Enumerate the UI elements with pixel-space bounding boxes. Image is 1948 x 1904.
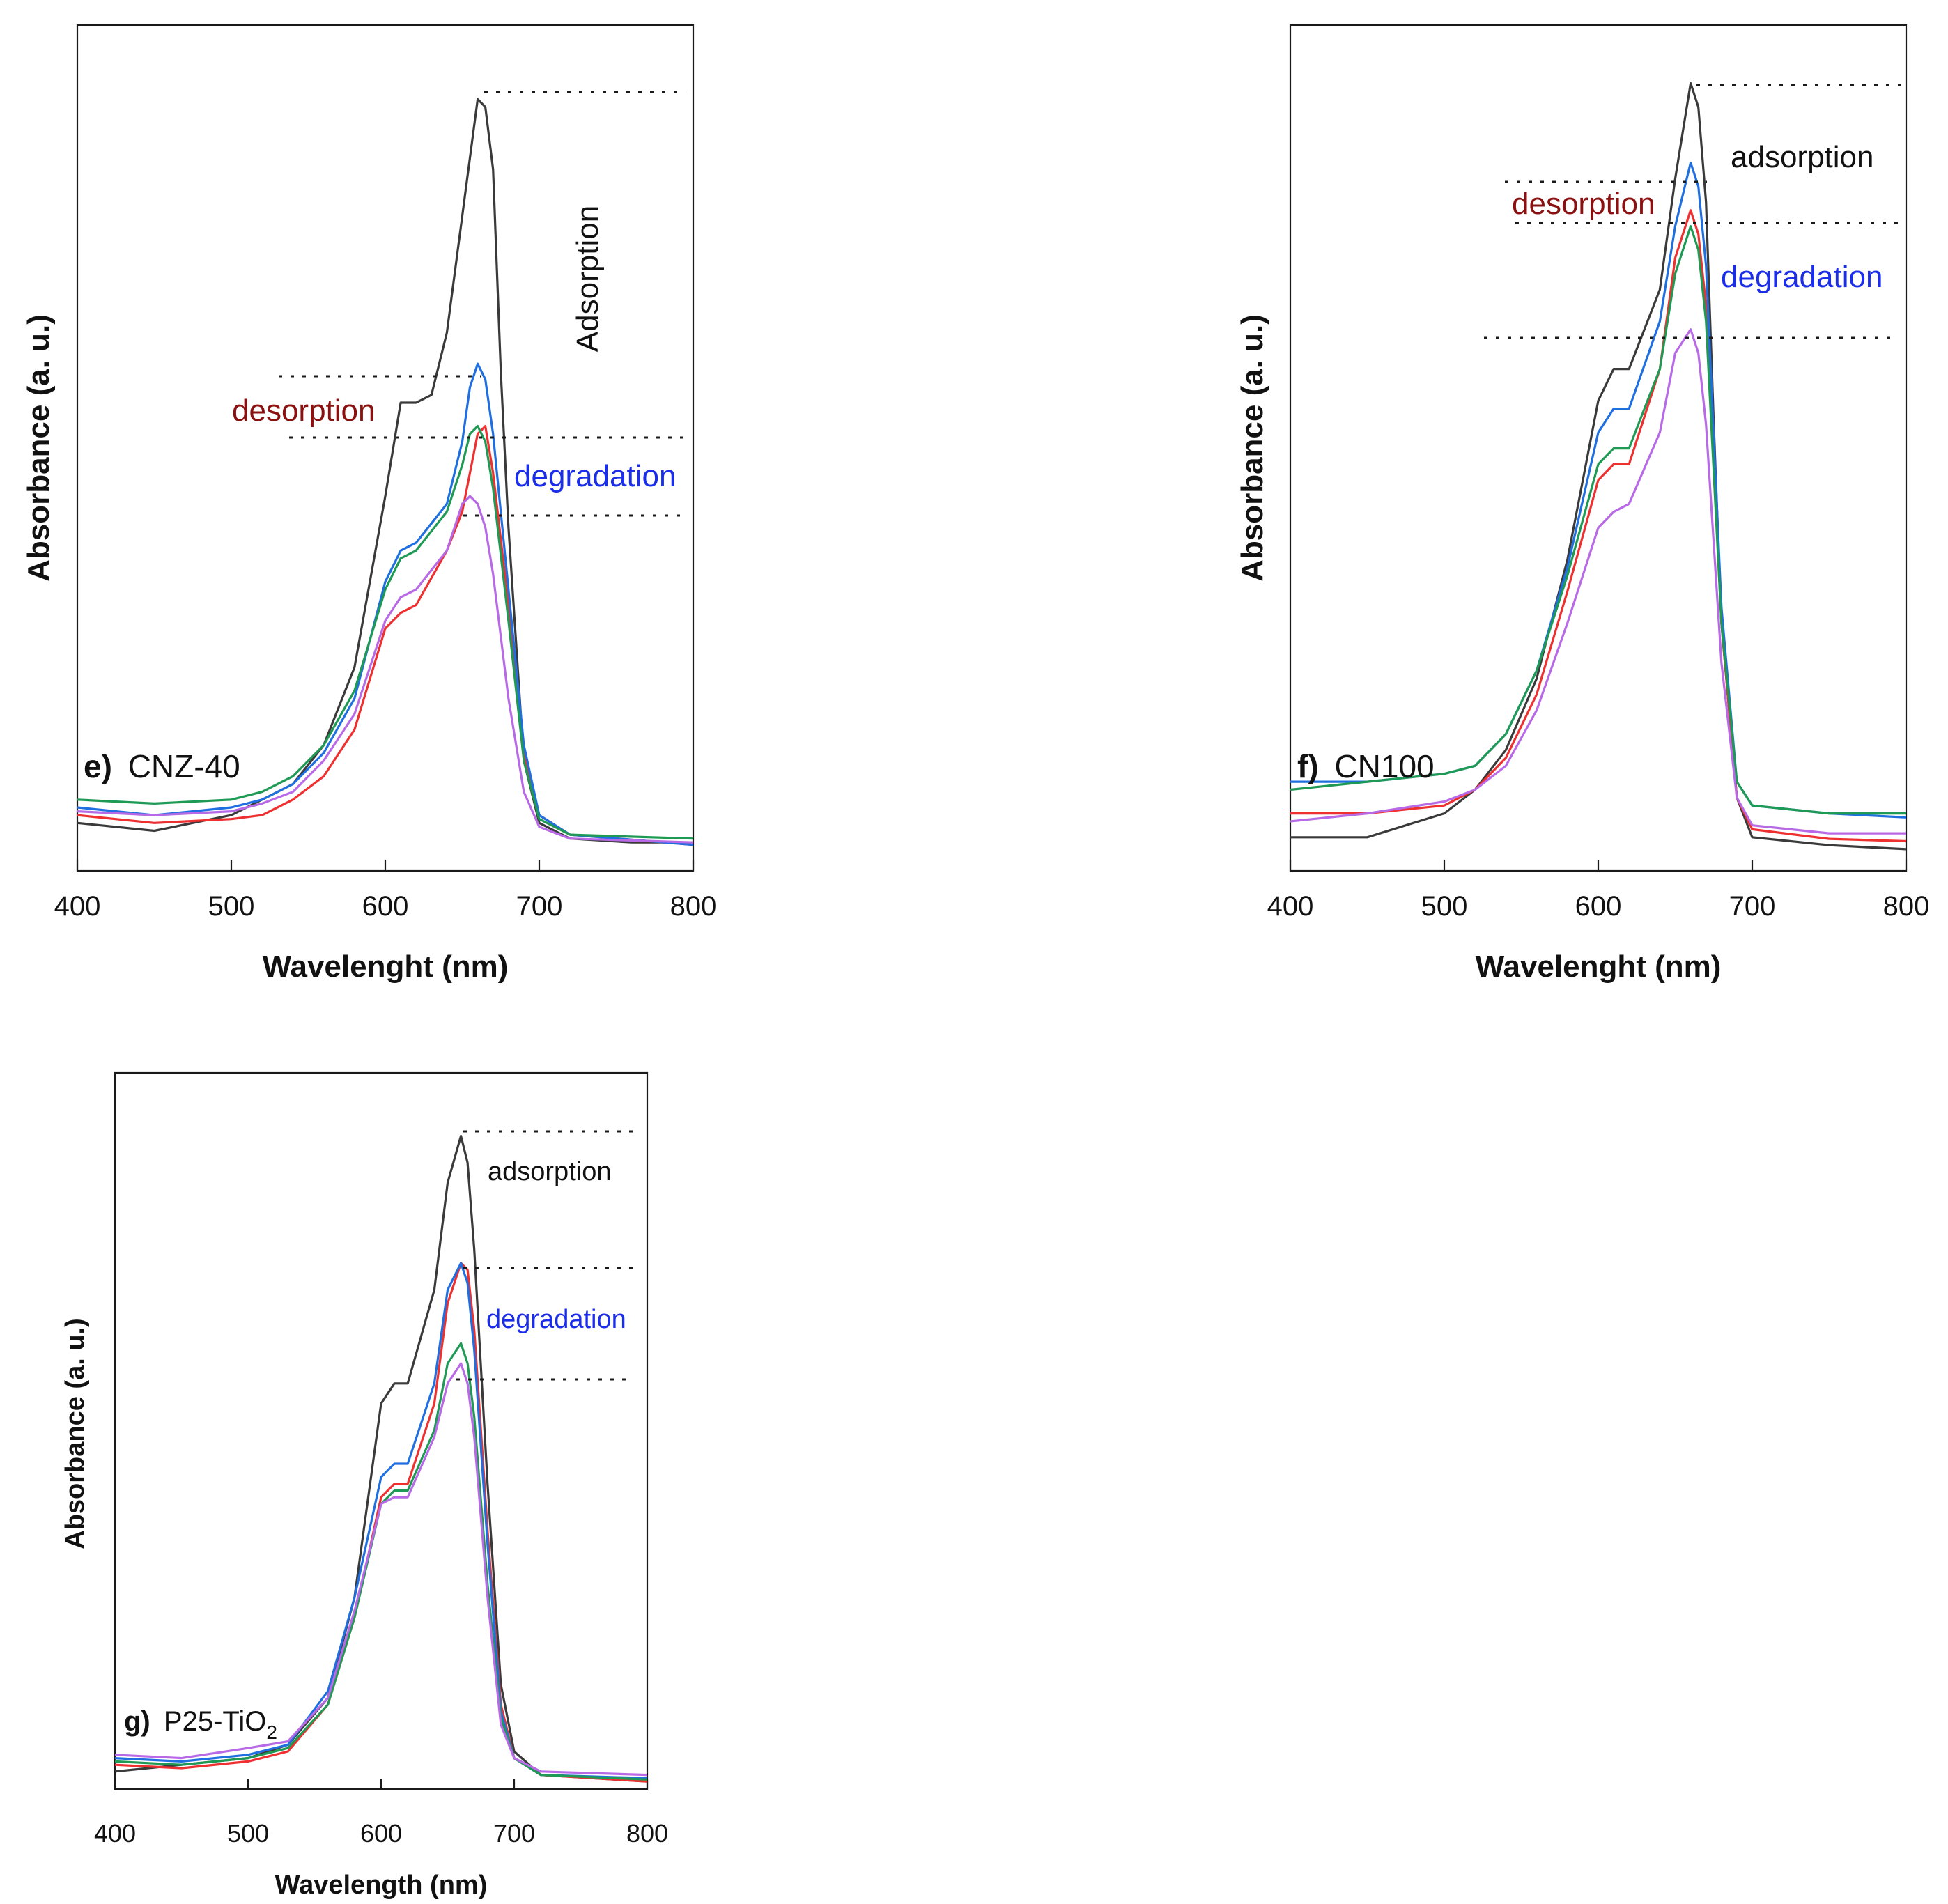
panel-f-x-tick-label-500: 500 [1421,891,1468,922]
panel-f-adsorption-label: adsorption [1731,140,1873,174]
panel-f-series-red [1290,209,1907,843]
panel-e-x-tick-labels: 400 500 600 700 800 [54,891,717,922]
panel-e-plot-frame [76,24,695,872]
panel-e-series-violet [77,495,694,844]
panel-f-desorption-label: desorption [1512,187,1655,221]
panel-f-y-axis-label: Absorbance (a. u.) [1235,314,1269,582]
panel-g-sample-label: g) P25-TiO2 [124,1706,277,1743]
panel-g-name: P25-TiO [164,1706,266,1737]
panel-e-x-tick-label-600: 600 [362,891,409,922]
panel-g-y-axis-label: Absorbance (a. u.) [61,1318,90,1549]
panel-e-series-green [77,424,694,840]
panel-e-degradation-label: degradation [514,459,676,493]
panel-e-desorption-label: desorption [232,394,375,428]
panel-f-x-tick-labels: 400 500 600 700 800 [1267,891,1930,922]
panel-f-x-axis-label: Wavelenght (nm) [1476,950,1722,984]
panel-g-series [114,1134,648,1783]
panel-g-p25tio2-chart: 400 500 600 700 800 adsorption degradation g… [61,1071,668,1900]
panel-e-x-axis-label: Wavelenght (nm) [263,950,509,984]
panel-f-cn100-chart: 400 500 600 700 800 adsorption desorption de… [1235,24,1930,984]
panel-g-letter: g) [124,1706,150,1737]
panel-f-x-tick-label-400: 400 [1267,891,1314,922]
panel-e-series-blue [77,362,694,846]
panel-g-x-axis-label: Wavelength (nm) [275,1871,488,1900]
panel-f-series-green [1290,225,1906,815]
panel-g-series-blue [114,1262,648,1779]
panel-g-x-tick-label-500: 500 [227,1819,269,1848]
panel-f-x-tick-label-700: 700 [1729,891,1776,922]
panel-e-x-tick-label-500: 500 [208,891,255,922]
panel-f-series-violet [1290,328,1906,835]
panel-g-adsorption-label: adsorption [488,1157,611,1186]
panel-g-x-tick-label-400: 400 [94,1819,136,1848]
panel-g-x-ticks [114,1779,649,1789]
panel-g-x-tick-labels: 400 500 600 700 800 [94,1819,668,1848]
panel-e-x-ticks [76,860,695,871]
panel-g-series-red [114,1262,648,1783]
panel-e-name: CNZ-40 [128,748,240,784]
panel-f-name: CN100 [1334,748,1434,784]
panel-e-y-axis-label: Absorbance (a. u.) [22,314,56,582]
panel-f-x-tick-label-800: 800 [1883,891,1930,922]
panel-g-degradation-label: degradation [486,1305,626,1334]
panel-f-x-tick-label-600: 600 [1575,891,1622,922]
panel-e-x-tick-label-800: 800 [670,891,717,922]
panel-g-series-black [114,1134,648,1783]
panel-e-letter: e) [84,748,112,784]
panel-g-x-tick-label-800: 800 [626,1819,668,1848]
panel-f-degradation-label: degradation [1721,260,1883,294]
panel-f-sample-label: f) CN100 [1297,748,1435,784]
panel-e-x-tick-label-700: 700 [516,891,563,922]
panel-g-name-subscript: 2 [266,1721,277,1743]
panel-e-x-tick-label-400: 400 [54,891,101,922]
panel-e-adsorption-label: Adsorption [571,206,605,352]
panel-g-x-tick-label-700: 700 [493,1819,535,1848]
panel-e-cnz40-chart: 400 500 600 700 800 Adsorption desorption de… [22,24,717,984]
panel-g-series-violet [114,1362,648,1777]
panel-e-sample-label: e) CNZ-40 [84,748,240,784]
panel-f-x-ticks [1289,860,1908,871]
panel-f-series [1290,82,1907,851]
panel-f-letter: f) [1297,748,1319,784]
panel-g-x-tick-label-600: 600 [360,1819,402,1848]
panel-e-series [77,98,694,846]
